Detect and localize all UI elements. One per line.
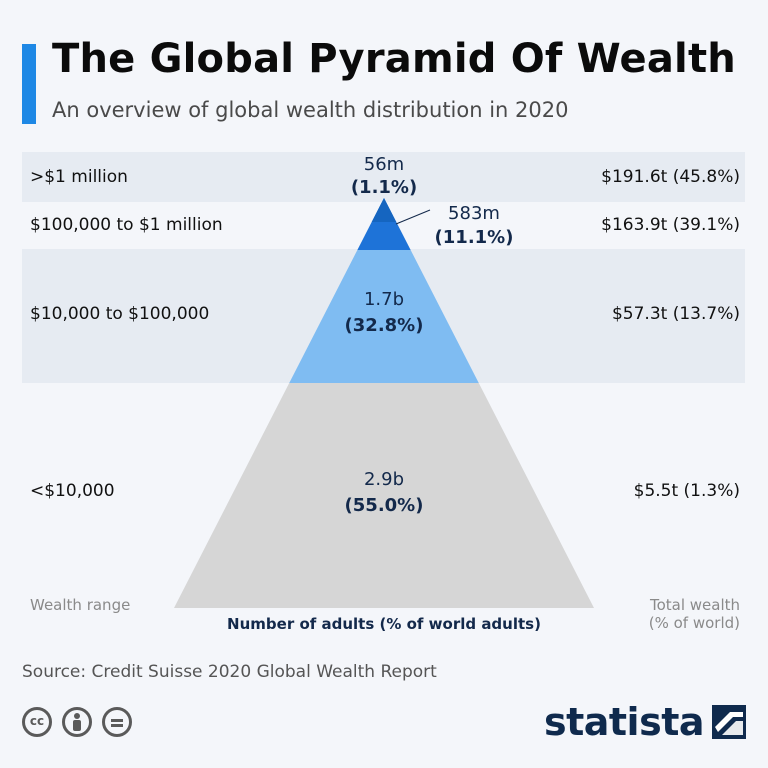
adults-count-label-4: 2.9b xyxy=(364,469,404,490)
axis-label-total-wealth-line2: (% of world) xyxy=(648,614,740,632)
chart-title: The Global Pyramid Of Wealth xyxy=(52,36,736,82)
chart-subtitle: An overview of global wealth distributio… xyxy=(52,98,569,122)
row-band-1 xyxy=(22,152,745,202)
tier-2-callout-line xyxy=(395,209,431,225)
wealth-range-label-1: >$1 million xyxy=(30,167,128,187)
pyramid-tier-3 xyxy=(289,250,479,383)
axis-label-total-wealth-line1: Total wealth xyxy=(649,596,740,614)
nd-icon[interactable] xyxy=(102,707,132,737)
license-icons: cc xyxy=(22,707,132,737)
wealth-range-label-4: <$10,000 xyxy=(30,481,115,501)
adults-share-label-1: (1.1%) xyxy=(351,177,417,198)
axis-label-wealth-range: Wealth range xyxy=(30,596,131,614)
cc-icon[interactable]: cc xyxy=(22,707,52,737)
pyramid-tier-1 xyxy=(371,198,397,222)
statista-logo-icon xyxy=(712,705,746,739)
wealth-range-label-3: $10,000 to $100,000 xyxy=(30,304,210,324)
wealth-range-label-2: $100,000 to $1 million xyxy=(30,215,223,235)
by-icon[interactable] xyxy=(62,707,92,737)
pyramid-tier-4 xyxy=(174,383,594,608)
total-wealth-value-4: $5.5t (1.3%) xyxy=(633,481,740,501)
title-accent-bar xyxy=(22,44,36,124)
adults-share-label-3: (32.8%) xyxy=(345,315,424,336)
total-wealth-value-1: $191.6t (45.8%) xyxy=(601,167,740,187)
adults-count-label-2: 583m xyxy=(448,203,500,224)
axis-label-number-of-adults: Number of adults (% of world adults) xyxy=(227,615,541,633)
pyramid-tier-2 xyxy=(357,198,411,250)
statista-logo-text: statista xyxy=(543,700,705,744)
adults-share-label-4: (55.0%) xyxy=(345,495,424,516)
adults-count-label-1: 56m xyxy=(364,154,404,175)
adults-count-label-3: 1.7b xyxy=(364,289,404,310)
total-wealth-value-2: $163.9t (39.1%) xyxy=(601,215,740,235)
total-wealth-value-3: $57.3t (13.7%) xyxy=(611,304,740,324)
source-note: Source: Credit Suisse 2020 Global Wealth… xyxy=(22,662,437,682)
statista-logo[interactable]: statista xyxy=(544,700,746,744)
axis-label-total-wealth: Total wealth (% of world) xyxy=(649,596,740,632)
adults-share-label-2: (11.1%) xyxy=(435,227,514,248)
